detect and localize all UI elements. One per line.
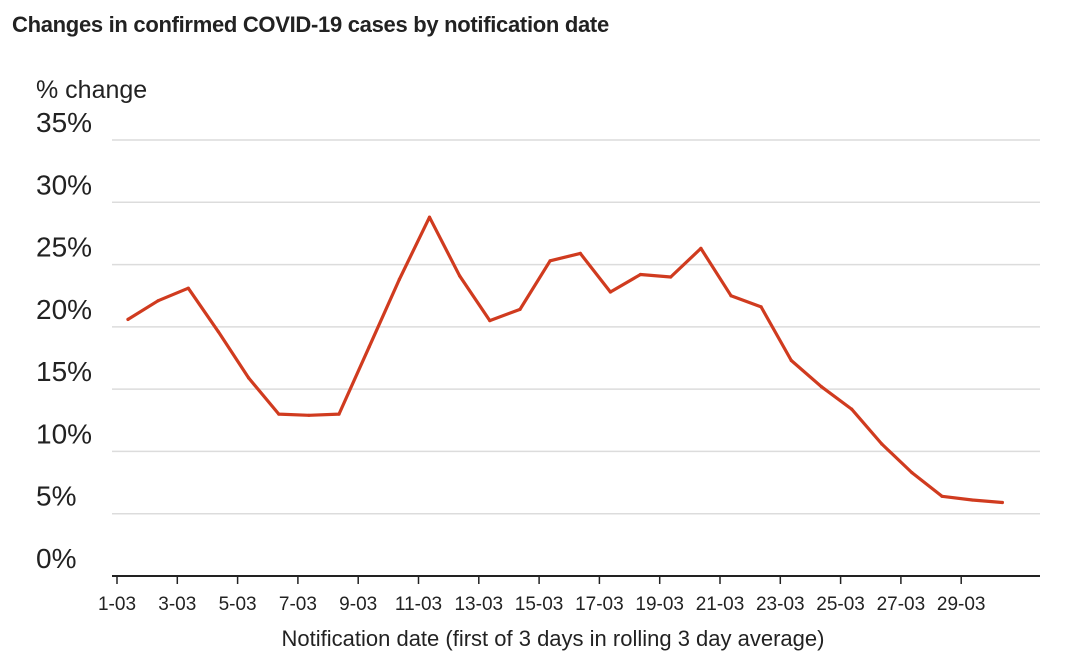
x-tick-label: 11-03 — [395, 594, 442, 615]
data-point-7-03 — [307, 413, 311, 417]
data-point-18-03 — [638, 272, 643, 277]
x-tick-label: 9-03 — [339, 594, 377, 615]
x-tick-label: 21-03 — [696, 594, 745, 615]
x-tick-label: 19-03 — [635, 594, 684, 615]
data-point-8-03 — [337, 412, 341, 416]
data-point-28-03 — [940, 494, 944, 498]
data-point-25-03 — [850, 407, 854, 411]
data-point-22-03 — [759, 305, 763, 309]
data-point-16-03 — [578, 251, 582, 255]
data-point-6-03 — [277, 412, 281, 416]
x-tick-label: 17-03 — [575, 594, 624, 615]
x-axis-title: Notification date (first of 3 days in ro… — [282, 626, 825, 651]
x-tick-label: 7-03 — [279, 594, 317, 615]
data-point-15-03 — [548, 259, 552, 263]
x-tick-label: 3-03 — [158, 594, 196, 615]
y-tick-label: 25% — [36, 232, 92, 263]
x-tick-label: 25-03 — [816, 594, 865, 615]
x-tick-label: 5-03 — [219, 594, 257, 615]
data-point-19-03 — [669, 275, 673, 279]
data-point-1-03 — [126, 317, 130, 321]
y-tick-label: 0% — [36, 543, 76, 574]
data-point-29-03 — [970, 498, 974, 502]
data-point-20-03 — [699, 246, 703, 250]
y-tick-label: 10% — [36, 418, 92, 449]
x-tick-label: 1-03 — [98, 594, 136, 615]
x-tick-label: 13-03 — [454, 594, 503, 615]
data-point-9-03 — [367, 345, 371, 349]
y-tick-label: 5% — [36, 481, 76, 512]
chart-title: Changes in confirmed COVID-19 cases by n… — [12, 12, 609, 37]
data-point-17-03 — [608, 290, 613, 294]
x-tick-label: 15-03 — [515, 594, 564, 615]
x-tick-label: 23-03 — [756, 594, 805, 615]
data-point-11-03 — [427, 215, 432, 219]
data-point-13-03 — [488, 319, 492, 323]
data-point-4-03 — [216, 330, 220, 334]
y-tick-label: 15% — [36, 356, 92, 387]
y-tick-label: 20% — [36, 294, 92, 325]
data-point-3-03 — [186, 286, 190, 290]
data-point-10-03 — [397, 277, 401, 282]
data-point-21-03 — [729, 294, 733, 298]
data-point-2-03 — [156, 299, 160, 303]
x-axis: 1-03 3-03 5-03 7-03 9-03 11-03 13-03 15-03 17-03… — [98, 575, 1040, 615]
grid-lines — [112, 139, 1040, 515]
y-axis-ticks: 0% 5% 10% 15% 20% 25% 30% 35% — [36, 107, 92, 574]
y-tick-label: 30% — [36, 169, 92, 200]
data-point-14-03 — [518, 307, 522, 311]
data-point-5-03 — [247, 376, 251, 380]
series-line — [126, 215, 1004, 505]
x-tick-label: 27-03 — [877, 594, 926, 615]
x-tick-label: 29-03 — [937, 594, 986, 615]
data-point-12-03 — [458, 274, 462, 278]
data-point-24-03 — [819, 385, 824, 389]
data-point-23-03 — [789, 358, 793, 363]
y-axis-label: % change — [36, 76, 148, 104]
data-point-30-03 — [1000, 500, 1004, 505]
data-point-26-03 — [880, 442, 884, 446]
plot-area — [126, 215, 1004, 505]
data-point-27-03 — [910, 471, 914, 475]
y-tick-label: 35% — [36, 107, 92, 138]
